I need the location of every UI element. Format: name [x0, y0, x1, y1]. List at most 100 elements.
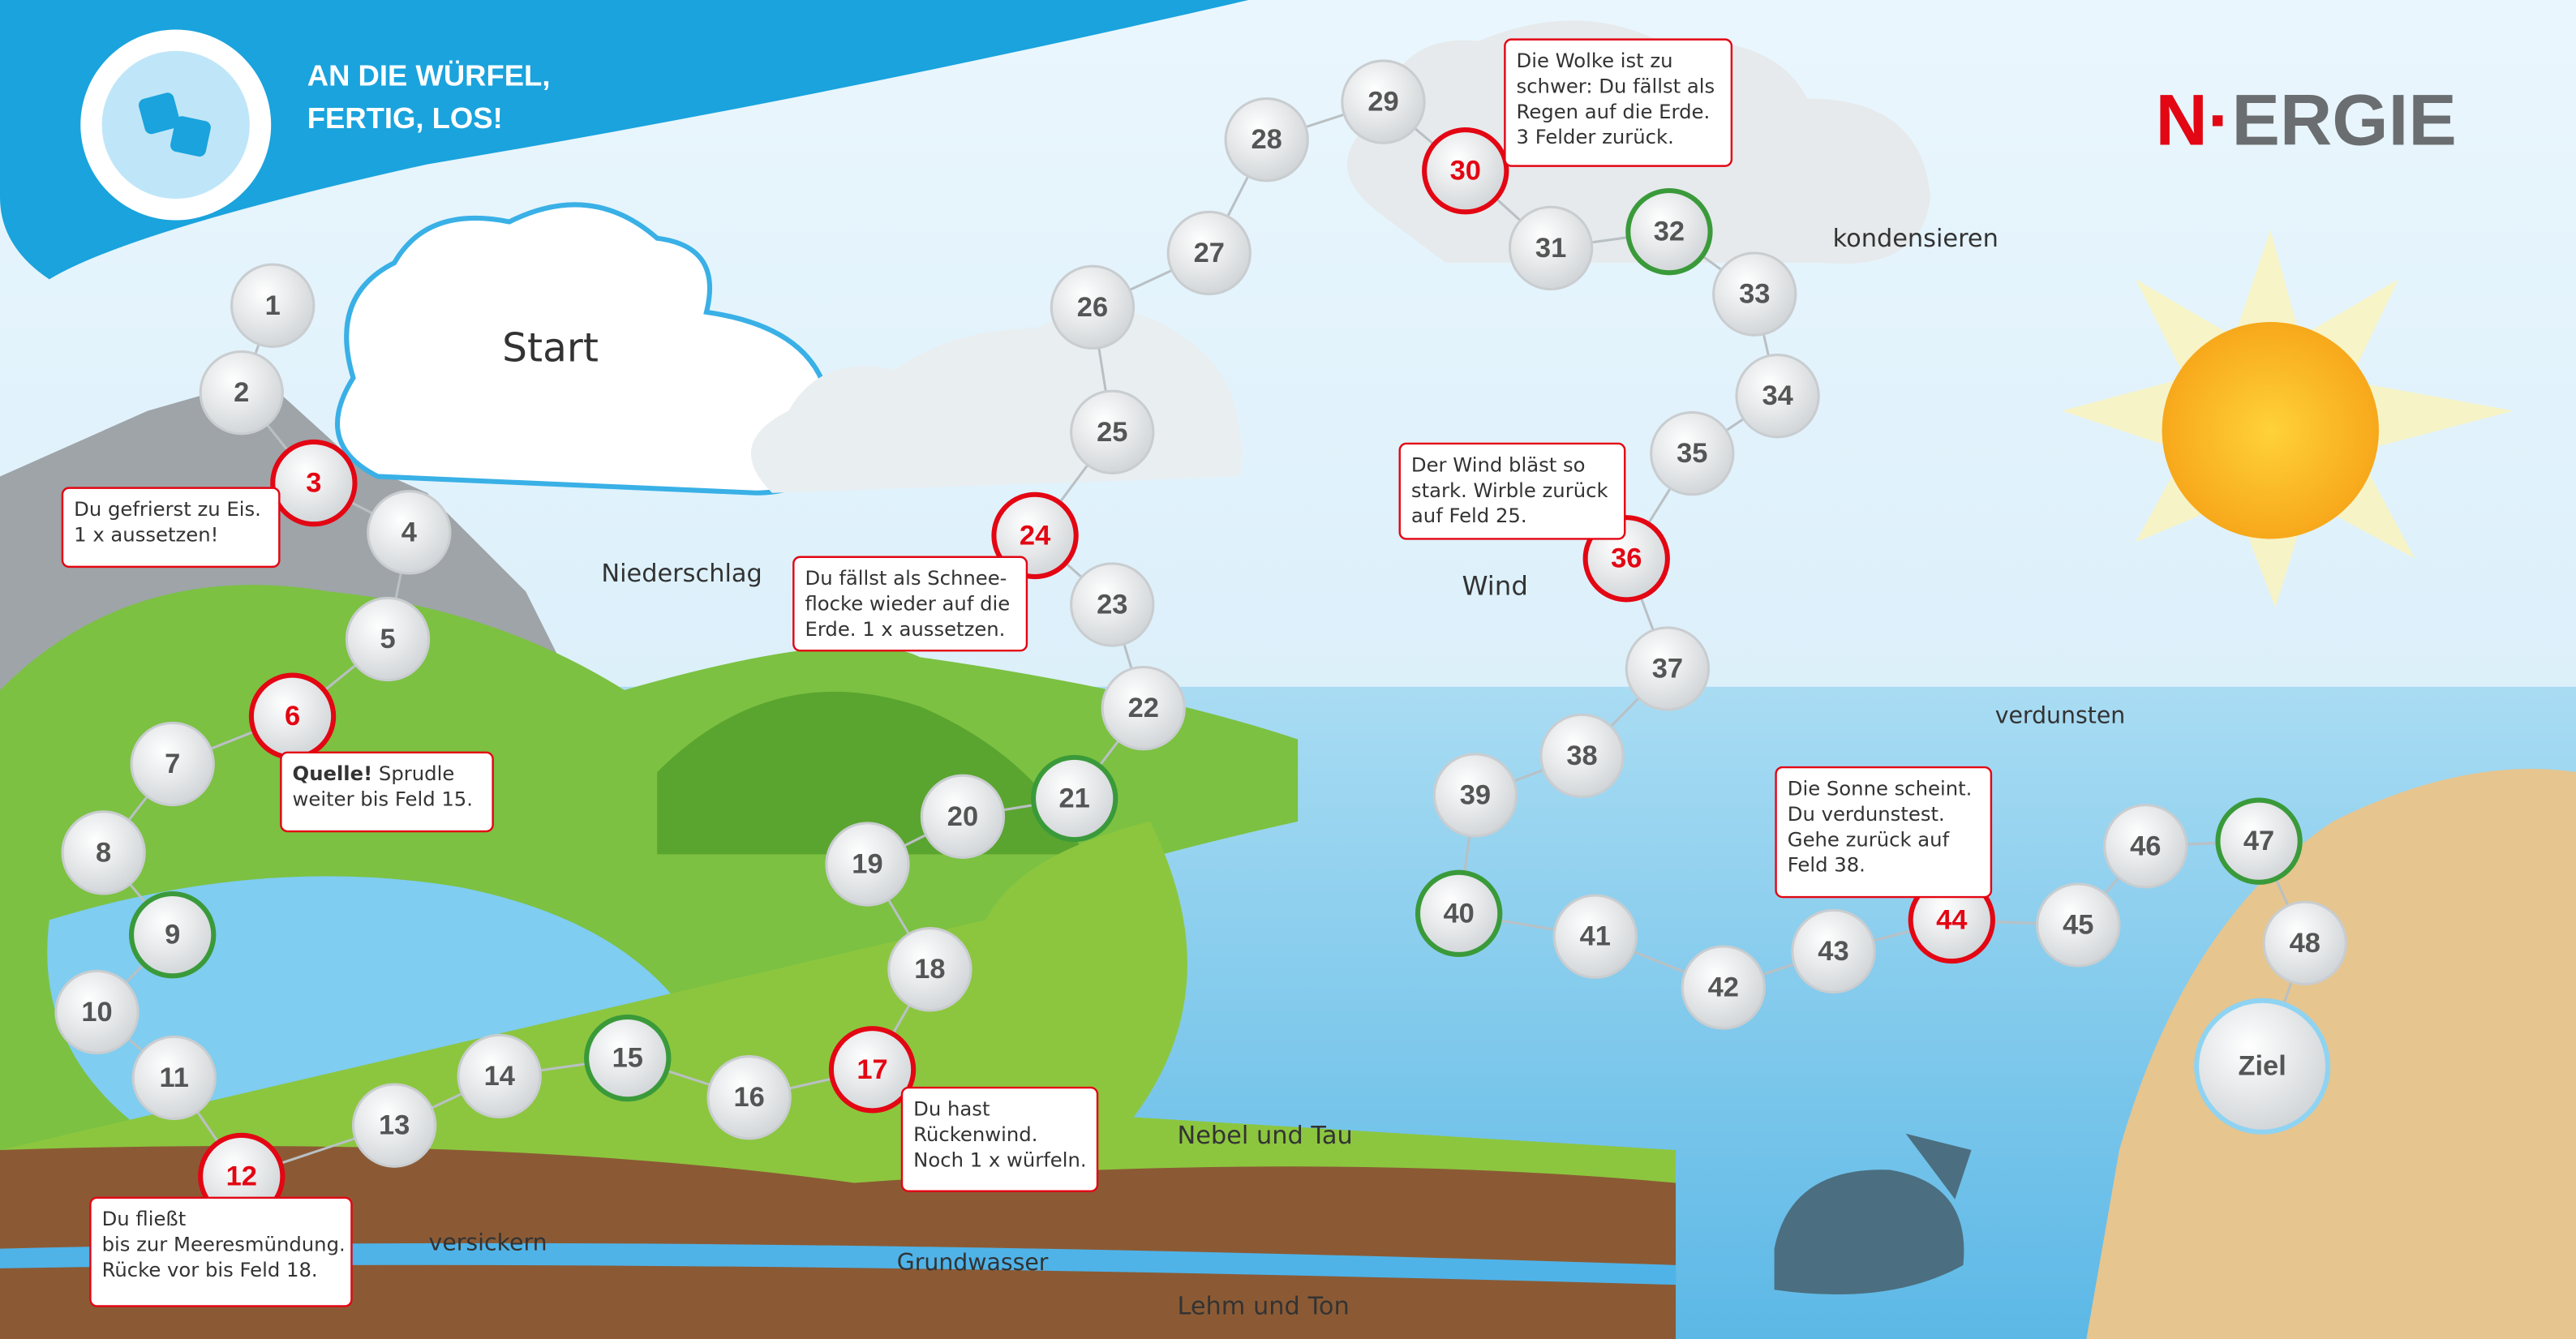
field-number: 16	[733, 1082, 764, 1113]
callout-line: Du hast	[913, 1097, 990, 1120]
field-number: 37	[1652, 653, 1683, 684]
field: 38	[1541, 715, 1623, 796]
callout-line: Sprudle	[372, 762, 454, 785]
callout-text: Rückenwind.	[913, 1122, 1037, 1146]
field-number: 39	[1460, 779, 1491, 810]
callout-line: Du fließt	[102, 1207, 187, 1230]
field: 42	[1682, 946, 1764, 1028]
field: 25	[1071, 391, 1153, 473]
field-number: 45	[2063, 910, 2093, 941]
callout-line: Rückenwind.	[913, 1122, 1037, 1146]
field-number: 2	[234, 377, 249, 408]
callout-line: flocke wieder auf die	[805, 592, 1011, 616]
logo-part: ERGIE	[2231, 79, 2456, 160]
field-number: 26	[1077, 292, 1108, 323]
field-number: 22	[1128, 693, 1159, 723]
callout-text: Du gefrierst zu Eis.	[74, 497, 261, 521]
callout-line: 1 x aussetzen!	[74, 522, 218, 546]
callout-text: bis zur Meeresmündung.	[102, 1233, 346, 1256]
field-number: 25	[1097, 417, 1127, 448]
field: 27	[1168, 212, 1250, 294]
field: 32	[1628, 191, 1710, 273]
field-number: 44	[1936, 904, 1967, 935]
field-number: 15	[612, 1043, 643, 1074]
field-number: 4	[401, 517, 417, 547]
callout: Du fließt bis zur Meeresmündung.Rücke vor…	[90, 1198, 351, 1307]
field: 14	[458, 1035, 540, 1117]
field: 15	[586, 1017, 668, 1099]
scene-label: kondensieren	[1833, 225, 1999, 253]
field: 45	[2037, 884, 2119, 966]
callout-line: 3 Felder zurück.	[1517, 125, 1674, 148]
callout-text: Gehe zurück auf	[1788, 827, 1951, 851]
callout-text: Regen auf die Erde.	[1517, 100, 1711, 123]
callout-text: Rücke vor bis Feld 18.	[102, 1258, 318, 1281]
callout-text: Die Wolke ist zu	[1517, 49, 1673, 72]
callout: Quelle! Sprudle weiter bis Feld 15.	[281, 753, 492, 831]
field-number: 23	[1097, 589, 1127, 620]
callout-line: bis zur Meeresmündung.	[102, 1233, 346, 1256]
field-number: 14	[484, 1061, 515, 1092]
callout-text: weiter bis Feld 15.	[293, 788, 473, 811]
field: 21	[1033, 757, 1115, 839]
callout-text: stark. Wirble zurück	[1411, 479, 1608, 502]
scene-label: Niederschlag	[601, 560, 762, 588]
callout-text: Du hast	[913, 1097, 990, 1120]
field: 7	[131, 723, 213, 805]
callout-line: Du fällst als Schnee-	[805, 566, 1007, 590]
callout-line: schwer: Du fällst als	[1517, 74, 1715, 97]
field: 8	[62, 812, 144, 894]
field-number: 33	[1739, 279, 1770, 310]
field: 6	[251, 676, 333, 757]
logo-part: N·	[2155, 79, 2231, 160]
field-number: 18	[914, 954, 945, 985]
field-number: 30	[1450, 156, 1481, 187]
field: 10	[56, 971, 138, 1053]
field-number: 13	[379, 1110, 410, 1141]
field-number: Ziel	[2238, 1051, 2286, 1082]
field: 20	[921, 775, 1003, 857]
callout-text: Du verdunstest.	[1788, 802, 1945, 826]
field: 33	[1714, 253, 1796, 335]
field: 5	[346, 598, 428, 680]
callout-text: 1 x aussetzen!	[74, 522, 218, 546]
field-number: 3	[306, 468, 321, 499]
field: 1	[232, 264, 314, 346]
callout: Du fällst als Schnee-flocke wieder auf d…	[793, 557, 1027, 650]
callout-line: Noch 1 x würfeln.	[913, 1148, 1086, 1171]
callout: Die Sonne scheint.Du verdunstest.Gehe zu…	[1776, 767, 1991, 897]
field-number: 6	[285, 701, 300, 732]
field-number: 35	[1677, 438, 1707, 469]
callout-text: 3 Felder zurück.	[1517, 125, 1674, 148]
field-number: 7	[165, 749, 180, 779]
logo: N·ERGIE	[2155, 79, 2456, 160]
field: 23	[1071, 564, 1153, 646]
field-number: 21	[1059, 783, 1090, 814]
field-number: 24	[1020, 520, 1050, 551]
scene-label: Start	[502, 326, 599, 371]
field-number: 12	[226, 1161, 257, 1191]
field-number: 31	[1535, 233, 1566, 264]
callout-line: Die Sonne scheint.	[1788, 776, 1973, 800]
field: 26	[1051, 266, 1133, 348]
callout-text: Quelle! Sprudle	[293, 762, 455, 785]
field: 13	[353, 1084, 435, 1166]
field: 41	[1554, 895, 1636, 977]
scene-label: Grundwasser	[897, 1249, 1049, 1276]
field-number: 1	[265, 290, 281, 321]
field-number: 5	[380, 624, 395, 654]
scene-label: Lehm und Ton	[1177, 1293, 1349, 1321]
field: 34	[1737, 355, 1818, 437]
field-number: 47	[2243, 826, 2274, 856]
field-number: 41	[1580, 921, 1611, 952]
callout-text: schwer: Du fällst als	[1517, 74, 1715, 97]
callout-line: auf Feld 25.	[1411, 504, 1527, 527]
field-number: 17	[857, 1054, 887, 1085]
callout-line: weiter bis Feld 15.	[293, 788, 473, 811]
field: Ziel	[2196, 1001, 2328, 1132]
callout-line: Du verdunstest.	[1788, 802, 1945, 826]
field: 11	[133, 1036, 215, 1118]
field-number: 20	[947, 801, 978, 832]
field-number: 9	[165, 920, 180, 951]
field: 16	[708, 1057, 790, 1139]
